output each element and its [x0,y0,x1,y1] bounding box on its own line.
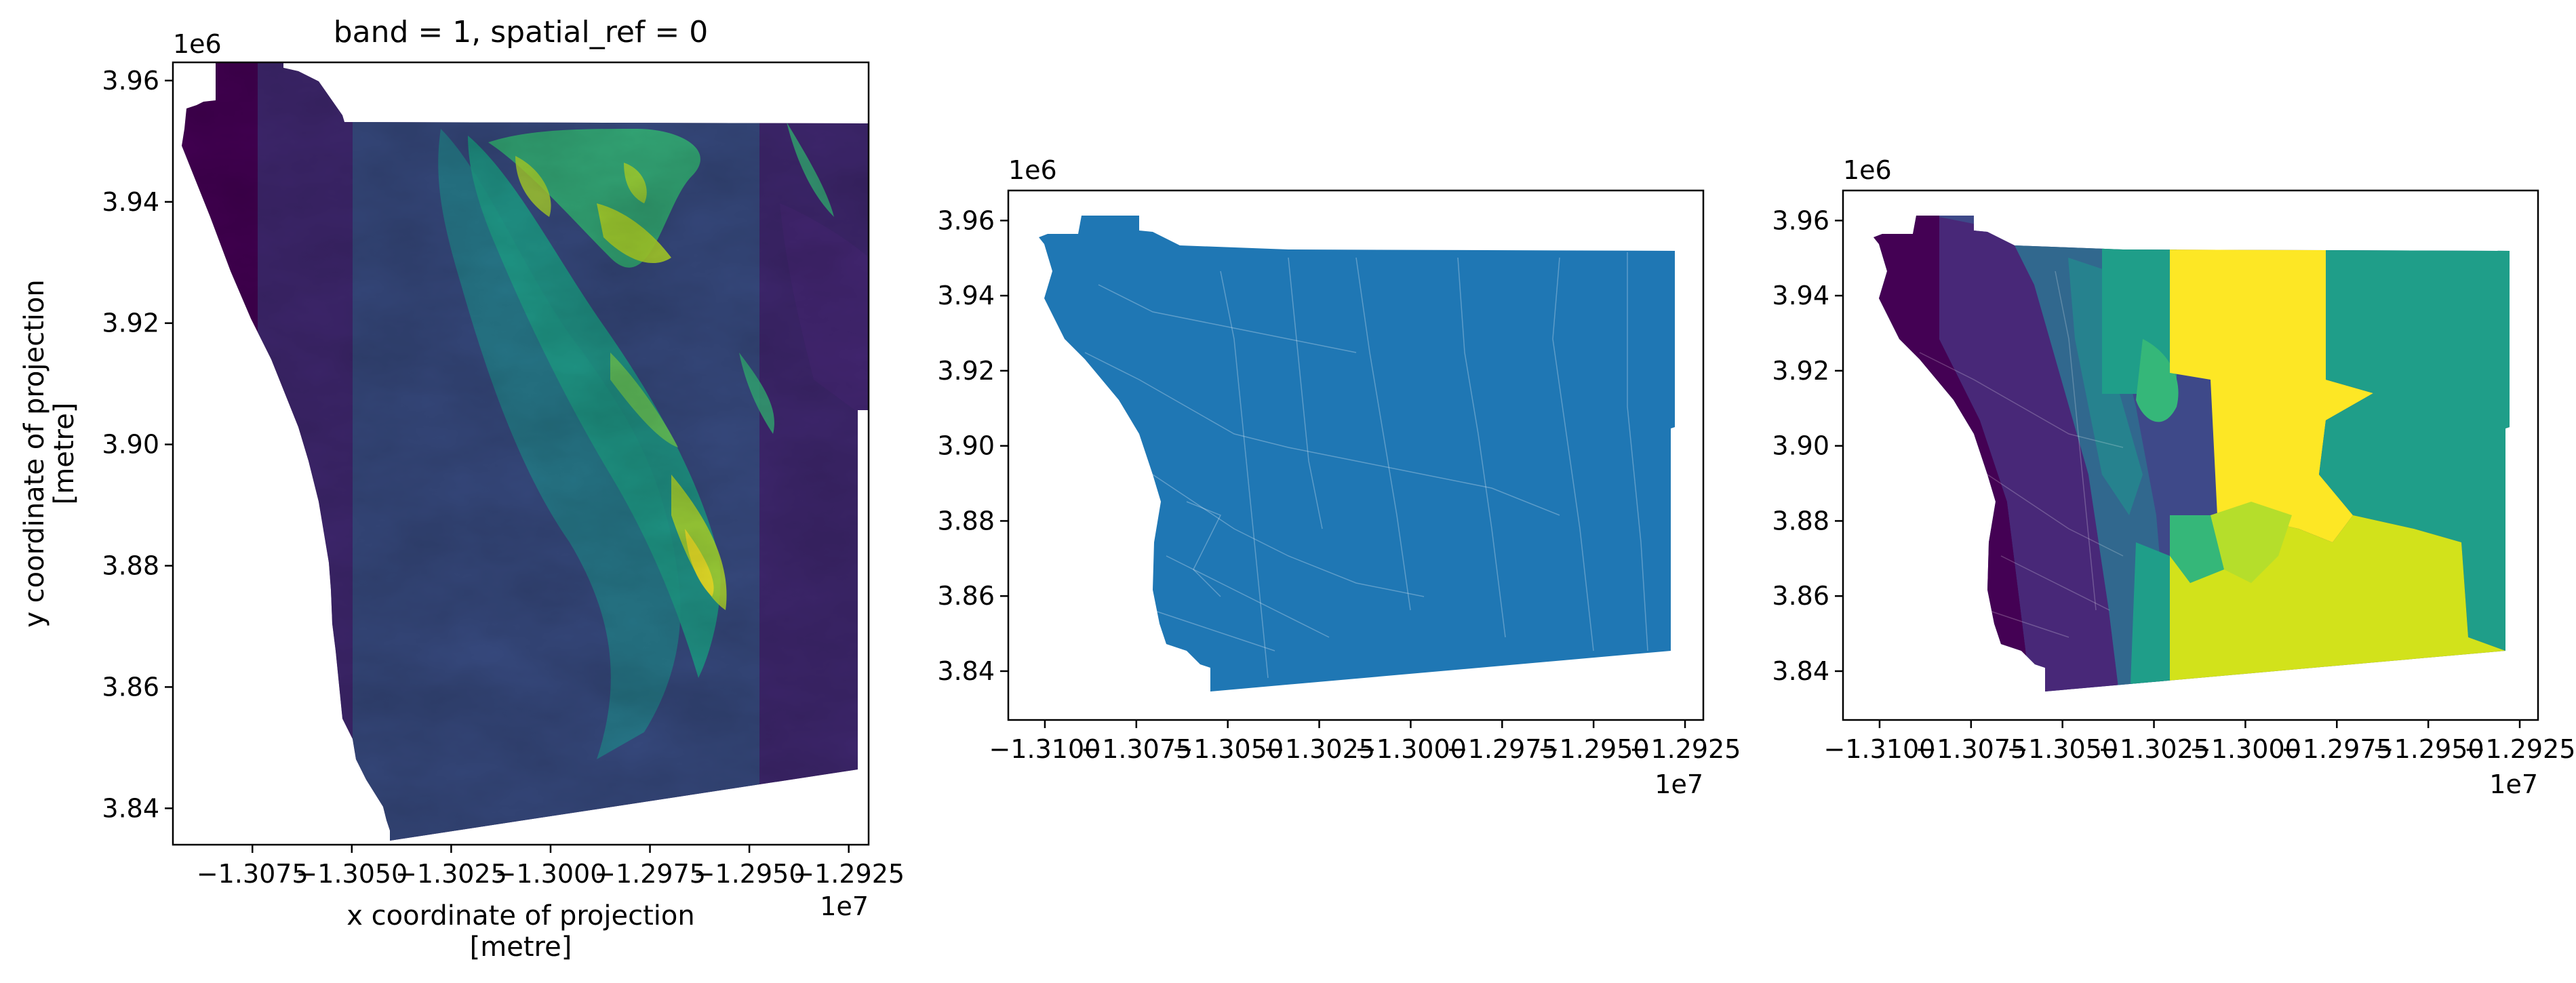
panel1-ticks: −1.3075−1.3050−1.3025−1.3000−1.2975−1.29… [102,66,905,889]
panel3-x-tick-label: −1.3025 [2098,734,2210,764]
panel1-x-tick-label: −1.3050 [296,859,408,889]
panel3-axes-frame [1842,189,2539,721]
panel3-y-tick-label: 3.90 [1772,431,1829,461]
panel3-tract-borders [1919,270,2124,638]
panel3-tracts [1874,216,2510,691]
panel3-x-tick-label: −1.3050 [2006,734,2118,764]
panel3-ticks: −1.3100−1.3075−1.3050−1.3025−1.3000−1.29… [1772,205,2575,764]
panel1-y-tick-label: 3.96 [102,66,159,96]
panel3-x-tick-label: −1.3000 [2189,734,2301,764]
panel1-y-offset: 1e6 [173,29,222,59]
panel1-axes-frame [172,61,870,846]
panel3-y-tick-label: 3.94 [1772,281,1829,310]
panel3-y-offset: 1e6 [1843,155,1892,185]
elevation-raster [182,62,869,841]
panel2-x-tick-label: −1.3075 [1080,734,1192,764]
panel2-y-tick-label: 3.84 [937,656,995,686]
panel1-x-offset: 1e7 [820,891,869,921]
panel2-y-tick-label: 3.88 [937,506,995,536]
panel3-y-tick-label: 3.96 [1772,205,1829,235]
panel1-x-tick-label: −1.3025 [395,859,507,889]
panel1-x-tick-label: −1.3000 [495,859,607,889]
panel2-axes-frame [1007,189,1705,721]
panel1-y-tick-label: 3.94 [102,187,159,217]
panel1-y-label-line2: [metre] [49,403,80,505]
panel2-ticks: −1.3100−1.3075−1.3050−1.3025−1.3000−1.29… [937,205,1741,764]
panel1-title: band = 1, spatial_ref = 0 [334,15,709,49]
panel2-x-tick-label: −1.3050 [1172,734,1284,764]
panel2-x-tick-label: −1.2950 [1538,734,1650,764]
panel2-y-tick-label: 3.86 [937,581,995,611]
panel-1: band = 1, spatial_ref = 0 [19,15,905,963]
panel3-x-tick-label: −1.3100 [1824,734,1936,764]
panel2-y-tick-label: 3.96 [937,205,995,235]
panel3-y-tick-label: 3.88 [1772,506,1829,536]
panel2-x-tick-label: −1.2925 [1629,734,1741,764]
panel1-x-tick-label: −1.2975 [594,859,706,889]
panel1-x-label-line1: x coordinate of projection [346,900,694,931]
panel3-x-tick-label: −1.2925 [2464,734,2576,764]
panel3-x-tick-label: −1.3075 [1915,734,2027,764]
panel1-x-tick-label: −1.2925 [793,859,905,889]
panel2-x-tick-label: −1.3025 [1263,734,1375,764]
panel-3: 1e6 1e7 −1.3100−1.3075−1.3050−1.3025−1.3… [1772,155,2575,799]
panel3-x-tick-label: −1.2950 [2373,734,2484,764]
panel2-x-tick-label: −1.2975 [1446,734,1558,764]
panel1-y-tick-label: 3.88 [102,550,159,580]
panel1-y-tick-label: 3.86 [102,672,159,702]
panel2-x-tick-label: −1.3000 [1355,734,1467,764]
panel2-y-offset: 1e6 [1008,155,1057,185]
panel3-x-tick-label: −1.2975 [2281,734,2393,764]
panel1-y-tick-label: 3.92 [102,308,159,338]
panel-2: 1e6 1e7 −1.3100−1.3075−1.3050−1.3025−1.3… [937,155,1741,799]
panel2-x-offset: 1e7 [1654,769,1703,799]
panel2-tract-borders [1084,252,1648,679]
panel3-x-offset: 1e7 [2489,769,2538,799]
panel2-tracts [1039,216,1675,691]
panel1-y-tick-label: 3.90 [102,430,159,460]
panel3-y-tick-label: 3.92 [1772,356,1829,386]
panel1-x-tick-label: −1.3075 [197,859,309,889]
panel1-y-tick-label: 3.84 [102,793,159,823]
panel2-y-tick-label: 3.90 [937,431,995,461]
panel3-y-tick-label: 3.84 [1772,656,1829,686]
panel1-x-label-line2: [metre] [470,931,572,963]
panel1-x-tick-label: −1.2950 [694,859,806,889]
panel3-y-tick-label: 3.86 [1772,581,1829,611]
panel2-y-tick-label: 3.94 [937,281,995,310]
panel1-y-label-line1: y coordinate of projection [19,279,50,627]
panel2-x-tick-label: −1.3100 [989,734,1101,764]
panel2-y-tick-label: 3.92 [937,356,995,386]
